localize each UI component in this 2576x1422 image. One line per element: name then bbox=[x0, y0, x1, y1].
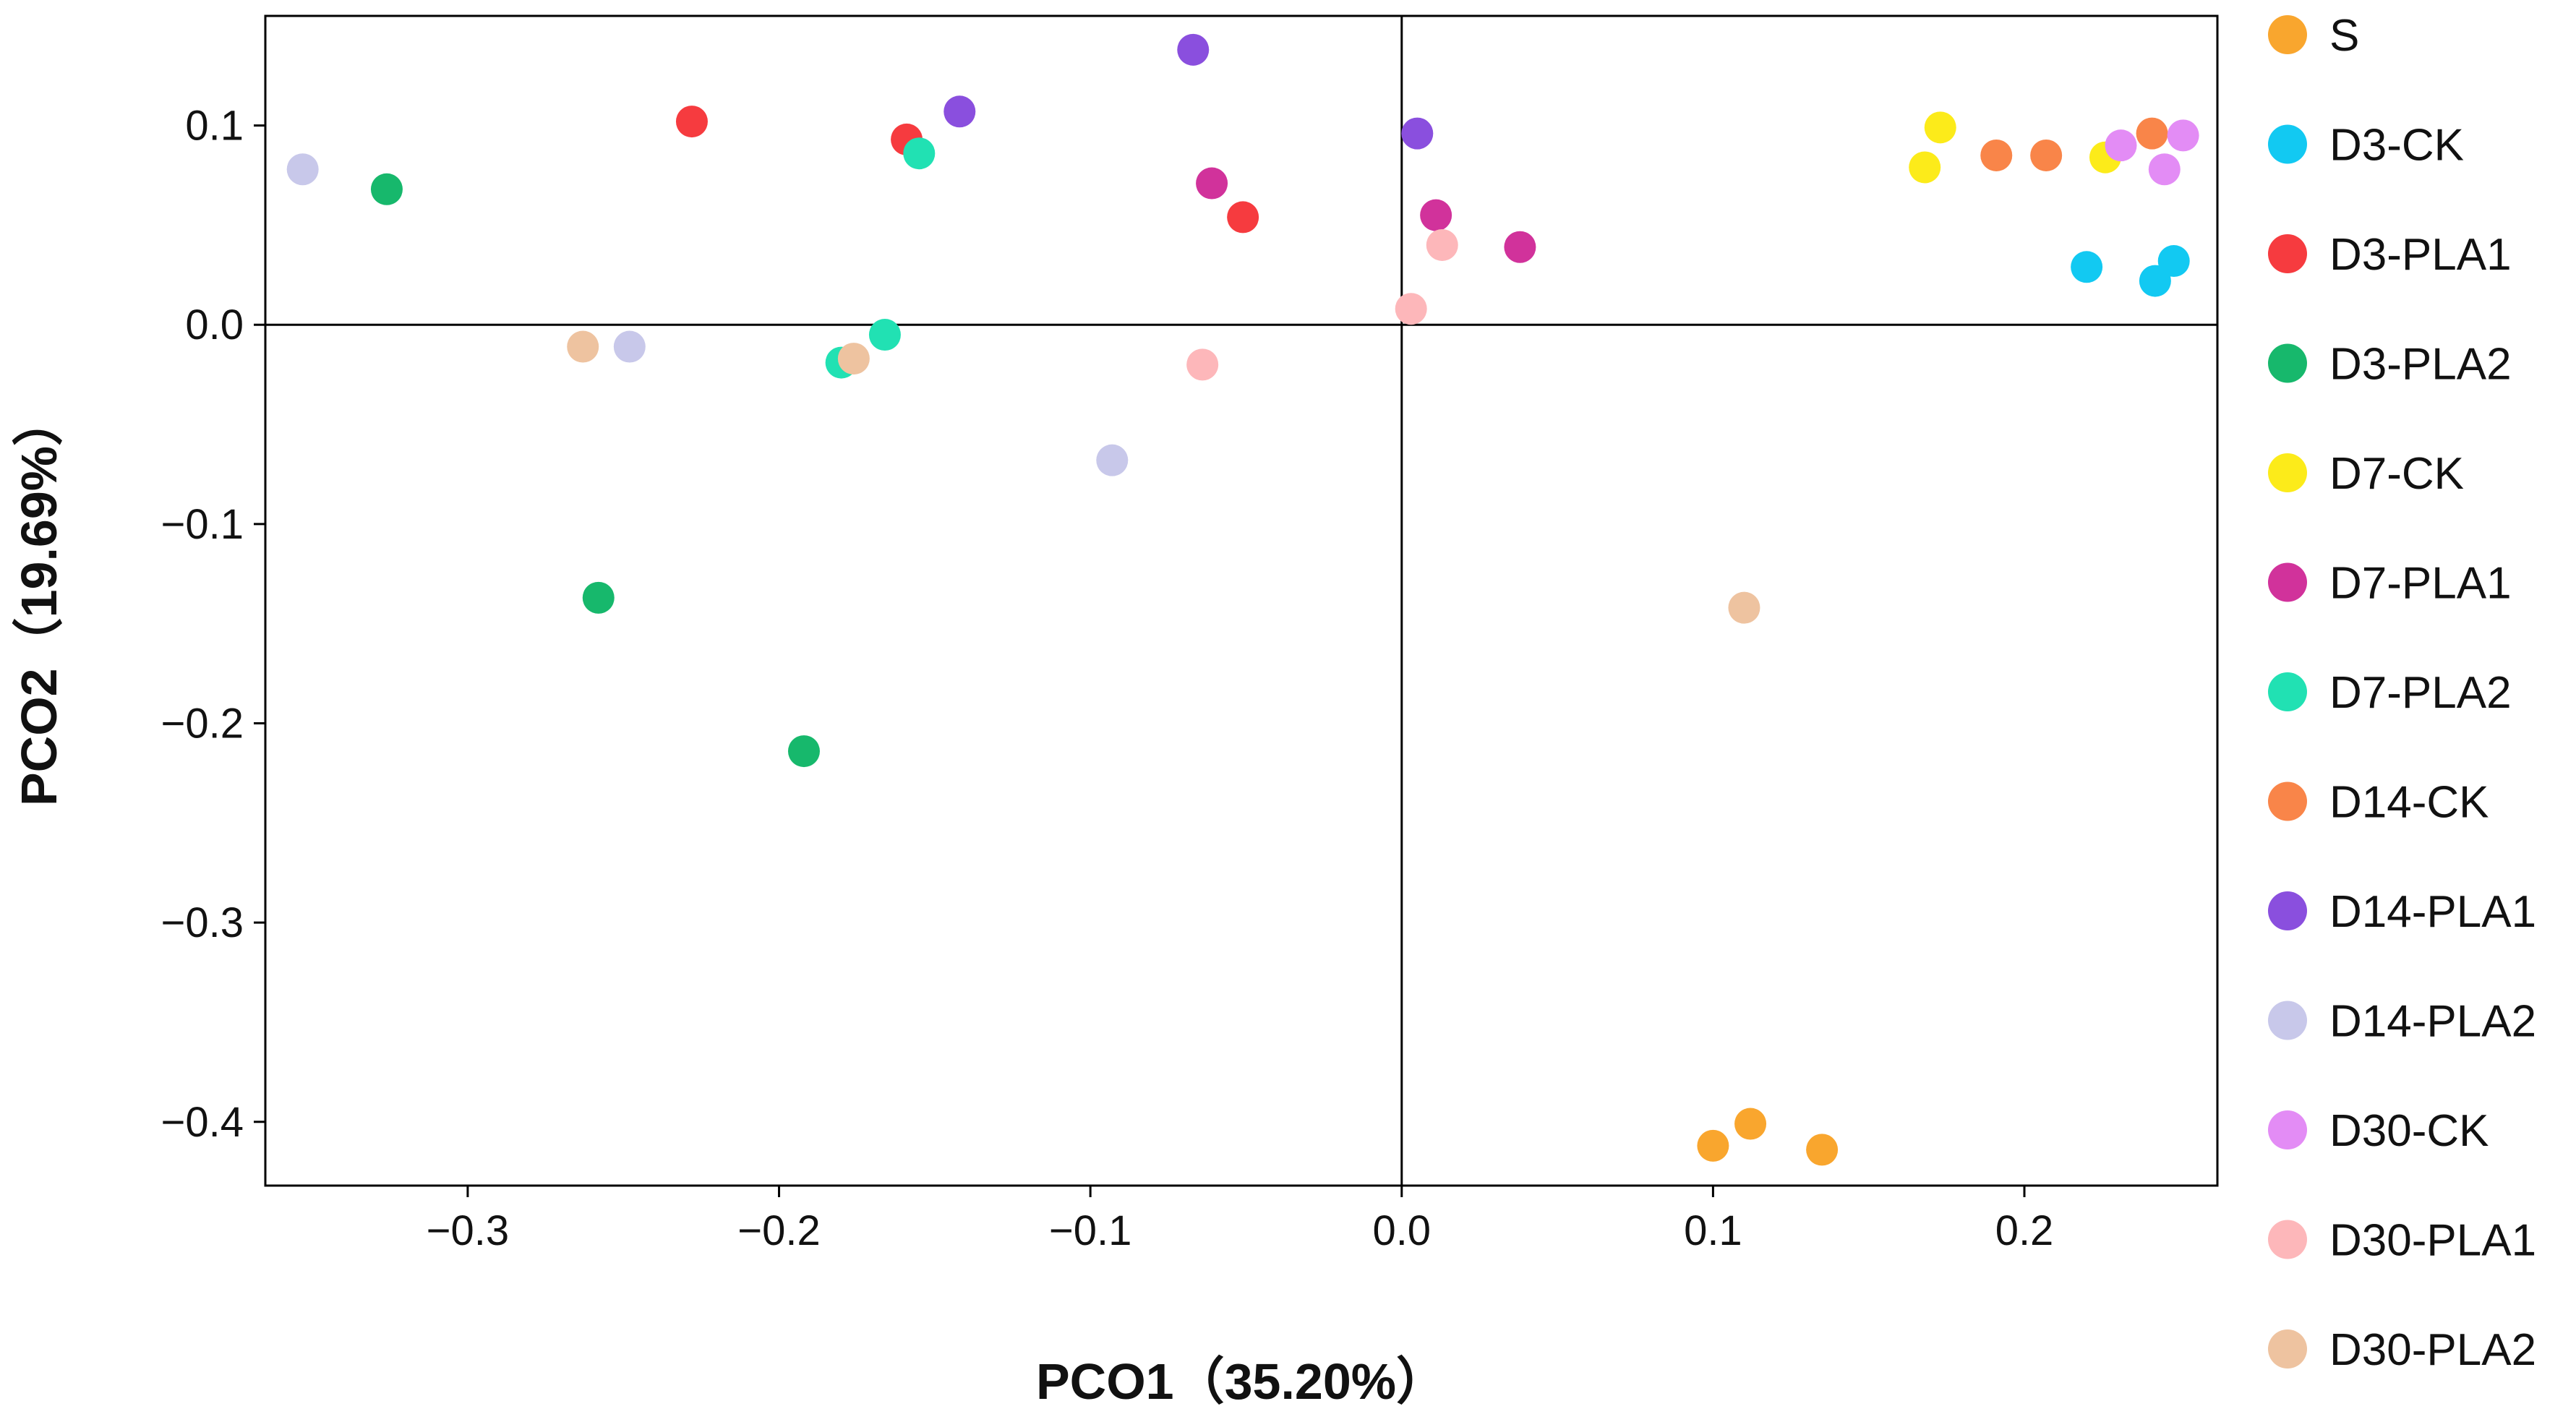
legend-item-d3-pla2: D3-PLA2 bbox=[2268, 340, 2512, 390]
data-points bbox=[286, 33, 2199, 1166]
plot-frame bbox=[264, 14, 2219, 1187]
legend-label-s: S bbox=[2329, 11, 2359, 61]
legend-item-d30-ck: D30-CK bbox=[2268, 1106, 2489, 1156]
point-d7-pla2 bbox=[868, 319, 901, 351]
point-d14-pla2 bbox=[286, 153, 319, 186]
point-d7-ck bbox=[1909, 151, 1941, 184]
y-tick-label: −0.1 bbox=[161, 501, 244, 548]
legend-label-d30-pla2: D30-PLA2 bbox=[2329, 1325, 2536, 1375]
point-s bbox=[1734, 1108, 1767, 1140]
point-d30-pla2 bbox=[837, 343, 870, 375]
point-d30-pla1 bbox=[1186, 348, 1219, 381]
x-tick-label: 0.0 bbox=[1372, 1207, 1431, 1254]
point-d30-ck bbox=[2105, 129, 2137, 162]
y-tick-label: 0.0 bbox=[185, 301, 244, 348]
legend-item-d30-pla2: D30-PLA2 bbox=[2268, 1325, 2536, 1375]
legend-marker-d3-pla1 bbox=[2268, 234, 2307, 273]
point-s bbox=[1806, 1134, 1839, 1166]
point-d7-pla1 bbox=[1420, 199, 1452, 231]
point-d14-pla1 bbox=[943, 95, 976, 128]
x-tick-label: −0.2 bbox=[737, 1207, 821, 1254]
axes: −0.3 −0.2 −0.1 0.0 0.1 0.2 0.1 0.0 −0.1 −0.2 −0.3 −… bbox=[161, 103, 2054, 1254]
point-d14-pla2 bbox=[613, 330, 646, 363]
legend-label-d30-ck: D30-CK bbox=[2329, 1106, 2489, 1156]
legend-item-d3-pla1: D3-PLA1 bbox=[2268, 230, 2512, 280]
legend-marker-d3-ck bbox=[2268, 124, 2307, 164]
point-d3-pla2 bbox=[787, 735, 820, 768]
legend-marker-d7-pla2 bbox=[2268, 672, 2307, 711]
y-tick-label: −0.3 bbox=[161, 899, 244, 946]
x-tick-label: −0.1 bbox=[1049, 1207, 1132, 1254]
legend-item-d7-ck: D7-CK bbox=[2268, 449, 2464, 499]
legend-item-d7-pla1: D7-PLA1 bbox=[2268, 559, 2512, 609]
x-tick-label: 0.1 bbox=[1684, 1207, 1742, 1254]
point-d3-pla2 bbox=[582, 581, 615, 614]
point-d14-ck bbox=[2030, 139, 2063, 171]
x-tick-label: 0.2 bbox=[1995, 1207, 2054, 1254]
legend-label-d7-ck: D7-CK bbox=[2329, 449, 2464, 499]
legend-marker-d30-pla1 bbox=[2268, 1220, 2307, 1259]
point-d14-ck bbox=[2136, 117, 2168, 150]
y-tick-label: 0.1 bbox=[185, 103, 244, 150]
legend-label-d3-pla1: D3-PLA1 bbox=[2329, 230, 2512, 280]
legend-item-d14-ck: D14-CK bbox=[2268, 778, 2489, 828]
point-d14-pla1 bbox=[1401, 117, 1434, 150]
legend-marker-d30-pla2 bbox=[2268, 1329, 2307, 1369]
legend-item-s: S bbox=[2268, 11, 2359, 61]
legend-marker-d7-ck bbox=[2268, 453, 2307, 492]
y-tick-label: −0.2 bbox=[161, 701, 244, 748]
point-d7-pla1 bbox=[1196, 167, 1228, 200]
legend-marker-d7-pla1 bbox=[2268, 562, 2307, 602]
legend-item-d7-pla2: D7-PLA2 bbox=[2268, 668, 2512, 718]
legend-item-d14-pla2: D14-PLA2 bbox=[2268, 997, 2536, 1047]
point-d3-ck bbox=[2071, 251, 2103, 283]
legend-item-d3-ck: D3-CK bbox=[2268, 121, 2464, 171]
point-s bbox=[1697, 1129, 1729, 1162]
legend: S D3-CK D3-PLA1 D3-PLA2 D7-CK D7-PLA1 D7-PLA2 D… bbox=[2268, 11, 2536, 1375]
point-d30-ck bbox=[2148, 153, 2181, 186]
x-axis-title: PCO1（35.20%） bbox=[1036, 1353, 1447, 1410]
legend-marker-d14-pla2 bbox=[2268, 1001, 2307, 1040]
legend-marker-d30-ck bbox=[2268, 1110, 2307, 1149]
point-d3-pla1 bbox=[675, 106, 708, 138]
point-d7-pla1 bbox=[1504, 231, 1536, 263]
point-d14-ck bbox=[1980, 139, 2013, 171]
point-d7-pla2 bbox=[903, 137, 936, 170]
point-d30-pla1 bbox=[1426, 228, 1458, 261]
point-d3-ck bbox=[2139, 265, 2171, 297]
point-d3-pla2 bbox=[370, 173, 403, 205]
point-d30-pla1 bbox=[1395, 293, 1427, 325]
y-axis-title: PCO2（19.69%） bbox=[11, 395, 67, 806]
y-tick-label: −0.4 bbox=[161, 1099, 244, 1146]
legend-label-d7-pla1: D7-PLA1 bbox=[2329, 559, 2512, 609]
point-d30-pla2 bbox=[567, 330, 599, 363]
legend-marker-d14-ck bbox=[2268, 781, 2307, 821]
plot-area bbox=[264, 14, 2219, 1187]
legend-marker-s bbox=[2268, 15, 2307, 54]
point-d14-pla2 bbox=[1096, 444, 1129, 476]
legend-marker-d3-pla2 bbox=[2268, 343, 2307, 383]
point-d7-ck bbox=[1924, 111, 1956, 144]
legend-label-d7-pla2: D7-PLA2 bbox=[2329, 668, 2512, 718]
legend-label-d3-ck: D3-CK bbox=[2329, 121, 2464, 171]
x-tick-label: −0.3 bbox=[427, 1207, 510, 1254]
point-d3-ck bbox=[2157, 245, 2190, 278]
legend-label-d14-ck: D14-CK bbox=[2329, 778, 2489, 828]
legend-item-d14-pla1: D14-PLA1 bbox=[2268, 887, 2536, 937]
legend-label-d14-pla1: D14-PLA1 bbox=[2329, 887, 2536, 937]
point-d14-pla1 bbox=[1177, 33, 1210, 66]
legend-item-d30-pla1: D30-PLA1 bbox=[2268, 1216, 2536, 1266]
legend-marker-d14-pla1 bbox=[2268, 891, 2307, 930]
point-d30-pla2 bbox=[1728, 591, 1760, 624]
point-d30-ck bbox=[2167, 119, 2199, 152]
legend-label-d14-pla2: D14-PLA2 bbox=[2329, 997, 2536, 1047]
legend-label-d3-pla2: D3-PLA2 bbox=[2329, 340, 2512, 390]
legend-label-d30-pla1: D30-PLA1 bbox=[2329, 1216, 2536, 1266]
point-d3-pla1 bbox=[1227, 201, 1259, 234]
